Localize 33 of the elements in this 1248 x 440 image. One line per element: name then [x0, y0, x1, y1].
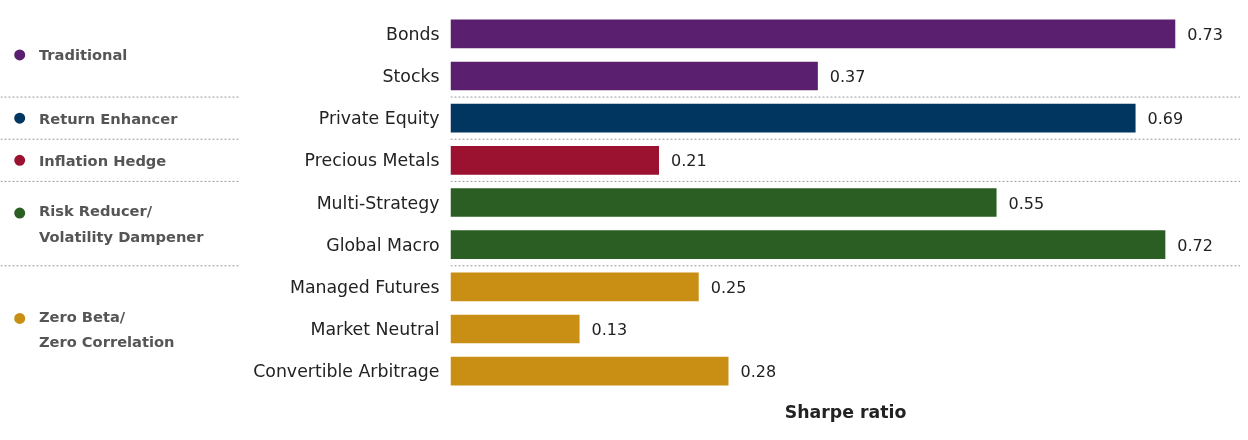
y-tick-label: Convertible Arbitrage [253, 361, 440, 382]
data-label: 0.13 [591, 320, 628, 340]
bar [450, 272, 699, 302]
data-label: 0.69 [1147, 109, 1184, 129]
bar [450, 19, 1176, 49]
data-label: 0.37 [829, 66, 866, 86]
y-tick-label: Precious Metals [304, 150, 440, 171]
y-tick-label: Global Macro [326, 234, 440, 255]
bar [450, 61, 818, 91]
bar [450, 356, 729, 386]
data-label: 0.28 [740, 362, 777, 382]
data-label: 0.73 [1187, 24, 1223, 44]
y-tick-label: Managed Futures [289, 276, 440, 297]
bar [450, 145, 659, 175]
data-label: 0.25 [710, 277, 747, 297]
x-axis-title: Sharpe ratio [784, 401, 907, 422]
y-tick-label: Market Neutral [310, 319, 440, 340]
legend-label: Inflation Hedge [38, 151, 167, 169]
bar [450, 230, 1166, 260]
legend-label: Return Enhancer [38, 109, 179, 127]
y-tick-label: Bonds [386, 23, 440, 44]
bar [450, 188, 997, 217]
legend-label: Zero Beta/Zero Correlation [38, 307, 175, 351]
y-tick-label: Stocks [382, 65, 440, 86]
bar [450, 314, 580, 344]
data-label: 0.21 [671, 151, 707, 171]
data-label: 0.55 [1008, 193, 1045, 213]
legend-label: Traditional [38, 46, 128, 64]
data-label: 0.72 [1177, 235, 1213, 255]
legend-label: Risk Reducer/Volatility Dampener [38, 202, 205, 245]
bar [450, 103, 1136, 133]
y-tick-label: Multi-Strategy [316, 192, 440, 213]
y-tick-label: Private Equity [318, 108, 440, 129]
